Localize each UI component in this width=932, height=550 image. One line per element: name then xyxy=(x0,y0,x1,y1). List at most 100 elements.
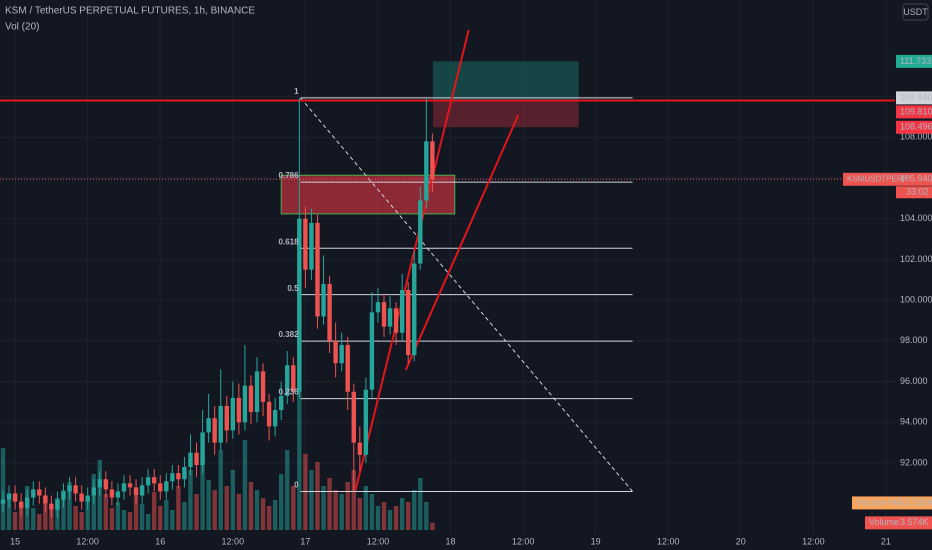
candle-body xyxy=(85,495,90,502)
candle-body xyxy=(345,344,350,392)
volume-bar xyxy=(363,486,369,530)
volume-bar xyxy=(224,486,229,530)
fib-label: 1 xyxy=(294,87,299,96)
candle-body xyxy=(109,489,115,498)
volume-bar xyxy=(158,506,163,530)
candle-body xyxy=(248,385,254,413)
candle-body xyxy=(61,491,66,500)
candle-body xyxy=(55,499,60,510)
volume-bar xyxy=(399,498,405,530)
volume-bar xyxy=(31,508,36,530)
candle-body xyxy=(145,477,151,486)
candle-body xyxy=(139,485,145,496)
position-target xyxy=(432,61,579,101)
x-tick-label: 18 xyxy=(446,536,456,546)
price-label: 111.733 xyxy=(900,56,931,66)
y-tick-label: 92.000 xyxy=(900,457,928,467)
volume-bar xyxy=(387,510,393,530)
candle-body xyxy=(218,405,223,443)
candle-body xyxy=(387,308,393,327)
candle-body xyxy=(333,340,338,364)
candle-body xyxy=(418,200,423,264)
candle-body xyxy=(12,493,18,502)
volume-bar xyxy=(170,510,175,530)
currency-button[interactable] xyxy=(902,3,929,21)
candle-body xyxy=(315,222,320,317)
volume-bar xyxy=(218,450,223,530)
candle-body xyxy=(97,479,102,488)
candle-body xyxy=(133,487,139,496)
candle-body xyxy=(18,501,24,508)
candle-body xyxy=(381,302,387,327)
volume-bar xyxy=(309,470,314,530)
volume-bar xyxy=(333,490,338,530)
x-tick-label: 12:00 xyxy=(367,536,390,546)
volume-bar xyxy=(194,494,199,530)
currency-label[interactable]: USDT xyxy=(903,7,928,17)
volume-bar xyxy=(18,502,24,530)
volume-bar xyxy=(79,512,84,530)
candle-body xyxy=(260,371,266,402)
x-tick-label: 19 xyxy=(591,536,601,546)
volume-bar xyxy=(315,462,320,530)
candle-body xyxy=(351,391,356,443)
candle-body xyxy=(430,141,435,180)
price-label-bg xyxy=(896,120,932,134)
y-tick-label: 94.000 xyxy=(900,417,928,427)
candle-body xyxy=(339,344,344,364)
candle-body xyxy=(73,485,78,494)
candle-body xyxy=(266,401,272,427)
price-axis-bg xyxy=(895,0,932,550)
volume-bar xyxy=(375,506,381,530)
candle-body xyxy=(412,263,417,356)
volume-bar xyxy=(37,514,42,530)
volume-ma-bg xyxy=(852,496,932,510)
volume-bar xyxy=(0,448,6,530)
volume-bar xyxy=(188,470,193,530)
fib-label: 0.5 xyxy=(287,284,299,293)
volume-bar xyxy=(242,440,248,530)
fib-trend xyxy=(300,97,633,492)
price-label: 109.940 xyxy=(900,92,932,102)
candle-body xyxy=(393,308,399,333)
last-price-label: 105.940 xyxy=(900,174,932,184)
candle-body xyxy=(164,481,169,492)
volume-bar xyxy=(182,502,187,530)
candle-body xyxy=(242,385,248,423)
volume-bar xyxy=(418,478,423,530)
trend-line xyxy=(404,114,520,371)
volume-pane xyxy=(0,390,435,530)
volume-bar xyxy=(412,490,417,530)
volume-bar xyxy=(67,482,72,530)
volume-bar xyxy=(424,502,429,530)
volume-bar xyxy=(12,512,18,530)
candle-body xyxy=(206,418,211,433)
time-axis-bg xyxy=(0,535,932,550)
candle-body xyxy=(43,495,48,504)
fib-label: 0.236 xyxy=(279,388,300,397)
candle-body xyxy=(357,442,363,455)
volume-bar xyxy=(430,522,435,530)
volume-bar xyxy=(272,500,278,530)
volume-bar xyxy=(115,502,121,530)
candle-body xyxy=(25,497,30,508)
candle-body xyxy=(91,487,96,496)
volume-bar xyxy=(321,486,326,530)
candle-body xyxy=(121,483,127,492)
y-tick-label: 100.000 xyxy=(900,295,932,305)
candle-body xyxy=(200,432,205,465)
candle-body xyxy=(369,312,375,390)
candle-body xyxy=(152,477,157,484)
price-label: 109.810 xyxy=(900,106,932,116)
candle-body xyxy=(0,499,6,504)
candle-body xyxy=(158,483,163,492)
candles xyxy=(0,97,435,518)
volume-bar xyxy=(206,480,211,530)
candle-body xyxy=(103,479,109,490)
y-tick-label: 96.000 xyxy=(900,376,928,386)
volume-bar xyxy=(260,498,266,530)
volume-bar xyxy=(303,454,308,530)
volume-bar xyxy=(6,494,12,530)
candle-body xyxy=(49,503,54,510)
